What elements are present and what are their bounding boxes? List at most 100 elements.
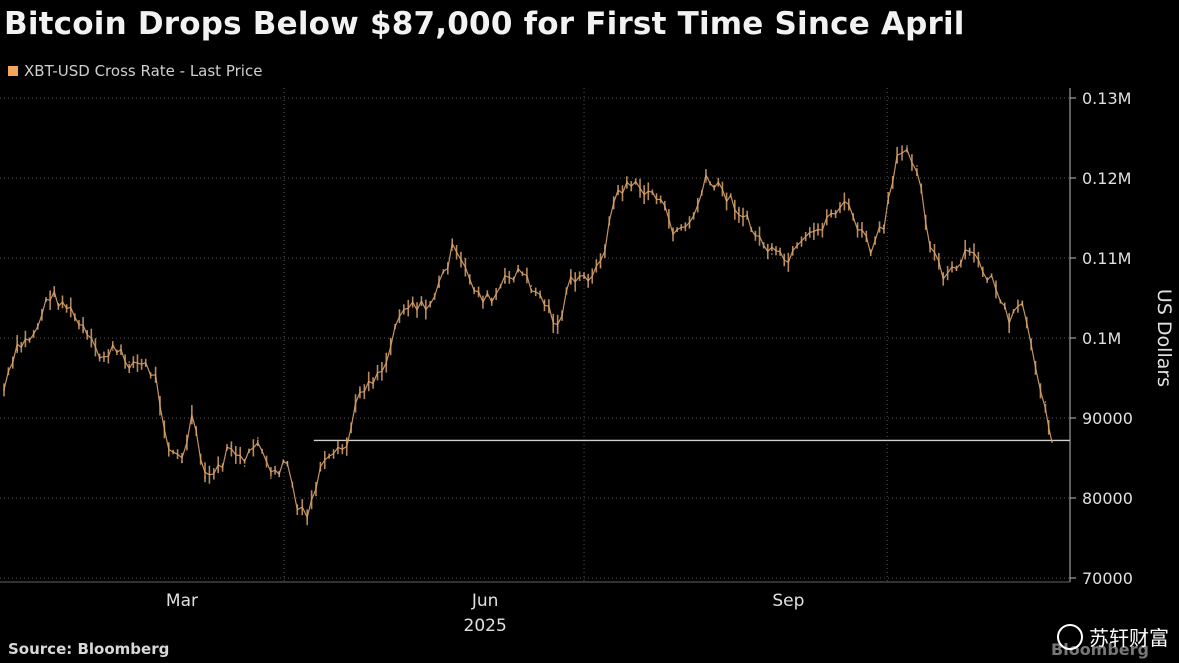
y-tick-label: 0.13M [1082,89,1131,108]
price-point [543,301,546,303]
series-group [3,145,1070,526]
price-point [583,277,585,279]
price-point [3,389,5,391]
y-tick-label: 70000 [1082,569,1133,588]
legend-label: XBT-USD Cross Rate - Last Price [24,62,263,80]
price-point [721,189,724,191]
price-point [359,389,361,391]
price-point [144,365,147,367]
price-point [800,245,803,247]
price-point [968,249,971,251]
price-point [112,349,114,351]
price-point [128,361,130,363]
y-tick-label: 0.12M [1082,169,1131,188]
price-point [154,377,157,379]
y-tick-label: 0.1M [1082,329,1121,348]
source-note: Source: Bloomberg [8,640,170,658]
price-point [883,225,885,227]
price-point [257,437,259,439]
price-point [856,225,859,227]
price-point [655,193,658,195]
price-point [306,517,309,519]
price-point [771,253,773,255]
price-point [754,233,757,235]
price-point [517,269,519,271]
price-point [612,201,615,203]
price-point [385,361,388,363]
price-point [398,309,401,311]
price-point [451,249,454,251]
price-point [230,445,233,447]
price-point [204,477,206,479]
price-point [787,261,790,263]
price-point [32,333,35,335]
price-point [830,213,832,215]
price-point [817,229,819,231]
price-point [1008,325,1010,327]
price-point [425,309,427,311]
y-tick-label: 90000 [1082,409,1133,428]
price-point [438,285,440,287]
y-tick-label: 0.11M [1082,249,1131,268]
price-line [3,148,1053,520]
x-year-label: 2025 [464,616,507,636]
price-point [995,285,997,287]
price-point [16,349,19,351]
price-point [1044,401,1047,403]
price-point [82,329,84,331]
price-point [372,377,374,379]
price-point [319,469,322,471]
price-point [1051,441,1053,443]
price-point [191,417,193,419]
price-point [1021,301,1024,303]
legend-swatch [8,66,18,76]
price-point [530,285,533,287]
price-point [345,445,348,447]
x-axis: Mar Jun Sep 2025 [0,581,1070,636]
legend: XBT-USD Cross Rate - Last Price [8,62,262,80]
price-point [599,265,602,267]
price-point [955,269,958,271]
y-axis-label: US Dollars [1153,289,1175,387]
price-point [556,325,559,327]
x-tick-label: Jun [471,591,499,611]
price-point [570,281,572,283]
price-point [916,165,918,167]
y-axis: 0.13M 0.12M 0.11M 0.1M 90000 80000 70000 [1069,88,1133,588]
price-point [869,249,872,251]
price-point [843,201,846,203]
x-tick-label: Sep [772,591,804,611]
price-point [217,469,219,471]
price-point [332,457,335,459]
x-tick-label: Mar [166,591,198,611]
price-point [411,301,414,303]
price-point [181,461,183,463]
price-point [243,465,246,467]
price-point [705,181,707,183]
price-point [688,225,691,227]
watermark: 苏轩财富 [1057,622,1169,651]
y-tick-label: 80000 [1082,489,1133,508]
price-point [504,281,506,283]
price-point [296,509,299,511]
price-point [490,301,493,303]
price-point [906,145,908,147]
price-point [65,305,68,307]
watermark-text: 苏轩财富 [1089,626,1169,650]
price-point [896,161,898,163]
grid-lines [0,88,1070,582]
price-point [98,357,101,359]
price-point [982,269,984,271]
price-point [929,241,931,243]
price-point [286,461,289,463]
price-point [1034,373,1037,375]
price-point [942,277,944,279]
price-point [626,181,628,183]
price-point [672,229,674,231]
price-point [639,189,641,191]
price-point [168,445,170,447]
price-point [738,209,740,211]
chart-title: Bitcoin Drops Below $87,000 for First Ti… [4,6,965,42]
price-point [464,269,467,271]
